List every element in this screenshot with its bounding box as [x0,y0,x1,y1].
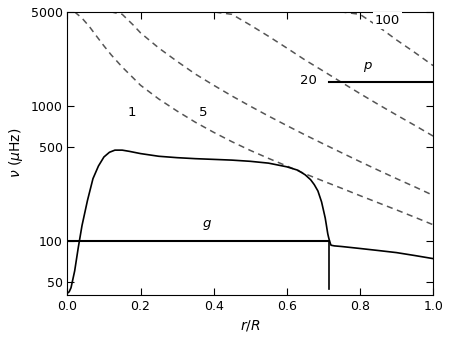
Y-axis label: $\nu$ ($\mu$Hz): $\nu$ ($\mu$Hz) [7,128,25,178]
Text: 100: 100 [375,14,400,27]
Text: 20: 20 [300,74,317,87]
Text: 1: 1 [127,106,135,119]
Text: 5: 5 [198,106,207,119]
Text: p: p [363,59,371,72]
X-axis label: $r/R$: $r/R$ [240,318,261,333]
Text: g: g [202,217,211,230]
